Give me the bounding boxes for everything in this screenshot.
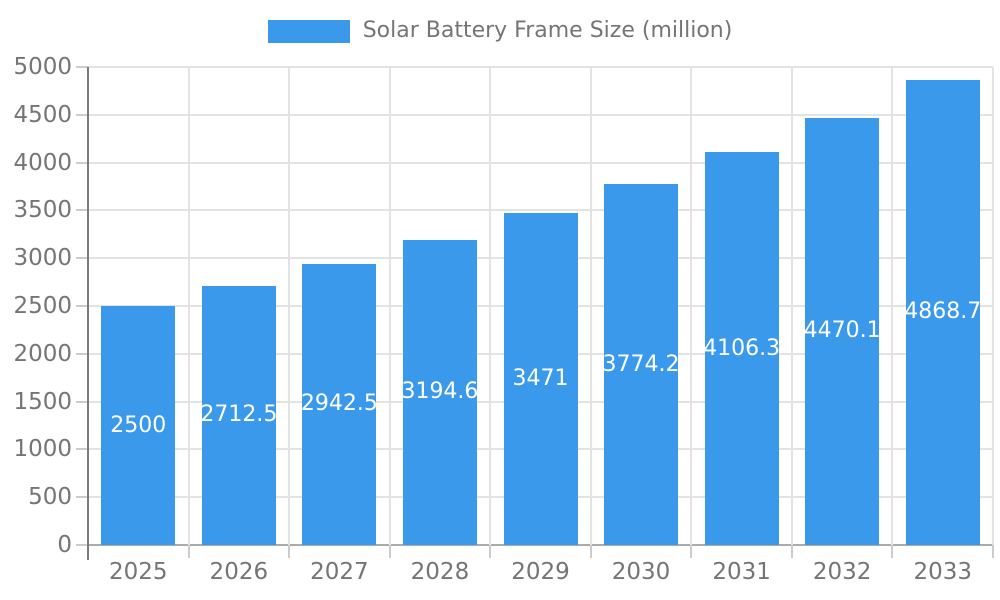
y-axis-line [87, 67, 89, 560]
bar-value-label: 4470.1 [803, 318, 881, 344]
x-tick [288, 545, 291, 558]
x-axis-label: 2030 [611, 559, 671, 585]
x-tick [187, 545, 190, 558]
y-tick [76, 161, 88, 164]
y-tick [76, 544, 88, 546]
legend-label: Solar Battery Frame Size (million) [362, 18, 733, 43]
y-axis-label: 4500 [13, 101, 72, 128]
legend[interactable]: Solar Battery Frame Size (million) [0, 17, 1000, 45]
bar-value-label: 4106.3 [703, 335, 781, 361]
bar-value-label: 2500 [110, 412, 167, 438]
bar[interactable] [101, 306, 176, 545]
bar[interactable] [402, 239, 477, 545]
category-gridline [187, 67, 190, 545]
bar[interactable] [704, 152, 779, 545]
bar[interactable] [805, 117, 880, 545]
x-axis-label: 2028 [410, 559, 470, 585]
bar-value-label: 3194.6 [401, 379, 479, 405]
y-axis-label: 2000 [13, 340, 72, 367]
x-axis-label: 2029 [511, 559, 570, 585]
y-axis-label: 3500 [13, 197, 72, 224]
bar[interactable] [201, 285, 276, 545]
x-tick [489, 545, 492, 558]
category-gridline [690, 67, 693, 545]
y-gridline [88, 66, 993, 68]
category-gridline [891, 67, 894, 545]
category-gridline [388, 67, 391, 545]
bar[interactable] [503, 213, 578, 545]
y-tick [76, 352, 88, 355]
legend-swatch [267, 19, 350, 43]
y-axis-label: 1500 [13, 388, 72, 415]
x-tick [891, 545, 894, 558]
x-tick [790, 545, 793, 558]
category-gridline [790, 67, 793, 545]
y-tick [76, 66, 88, 68]
y-tick [76, 448, 88, 451]
y-axis-label: 3000 [13, 245, 72, 272]
y-tick [76, 209, 88, 212]
y-gridline [88, 161, 993, 164]
x-axis-label: 2031 [712, 559, 771, 585]
y-gridline [88, 113, 993, 116]
x-tick [388, 545, 391, 558]
x-tick [690, 545, 693, 558]
bar[interactable] [905, 79, 980, 545]
bar-value-label: 3471 [512, 366, 569, 392]
x-axis-label: 2025 [108, 559, 168, 585]
bar[interactable] [302, 263, 377, 545]
y-tick [76, 400, 88, 403]
x-tick [589, 545, 592, 558]
bar[interactable] [604, 184, 679, 545]
bar-value-label: 3774.2 [602, 351, 680, 377]
y-axis-label: 2500 [13, 293, 72, 319]
category-gridline [489, 67, 492, 545]
category-gridline [288, 67, 291, 545]
y-tick [76, 113, 88, 116]
y-axis-label: 4000 [13, 149, 72, 176]
x-axis-label: 2033 [913, 559, 972, 585]
y-tick [76, 305, 88, 307]
bar-value-label: 2712.5 [200, 402, 278, 428]
y-gridline [88, 209, 993, 212]
x-axis-label: 2032 [812, 559, 872, 585]
x-axis-label: 2027 [310, 559, 369, 585]
y-axis-label: 1000 [13, 436, 72, 463]
y-tick [76, 496, 88, 499]
category-gridline [589, 67, 592, 545]
x-axis-label: 2026 [209, 559, 269, 585]
y-axis-label: 500 [28, 484, 72, 511]
bar-value-label: 2942.5 [300, 391, 378, 417]
category-gridline [992, 67, 994, 545]
y-axis-label: 5000 [13, 54, 72, 80]
x-tick [992, 545, 994, 558]
y-tick [76, 257, 88, 260]
x-axis-baseline [88, 544, 993, 546]
y-axis-label: 0 [57, 532, 72, 558]
bar-value-label: 4868.7 [904, 299, 982, 325]
